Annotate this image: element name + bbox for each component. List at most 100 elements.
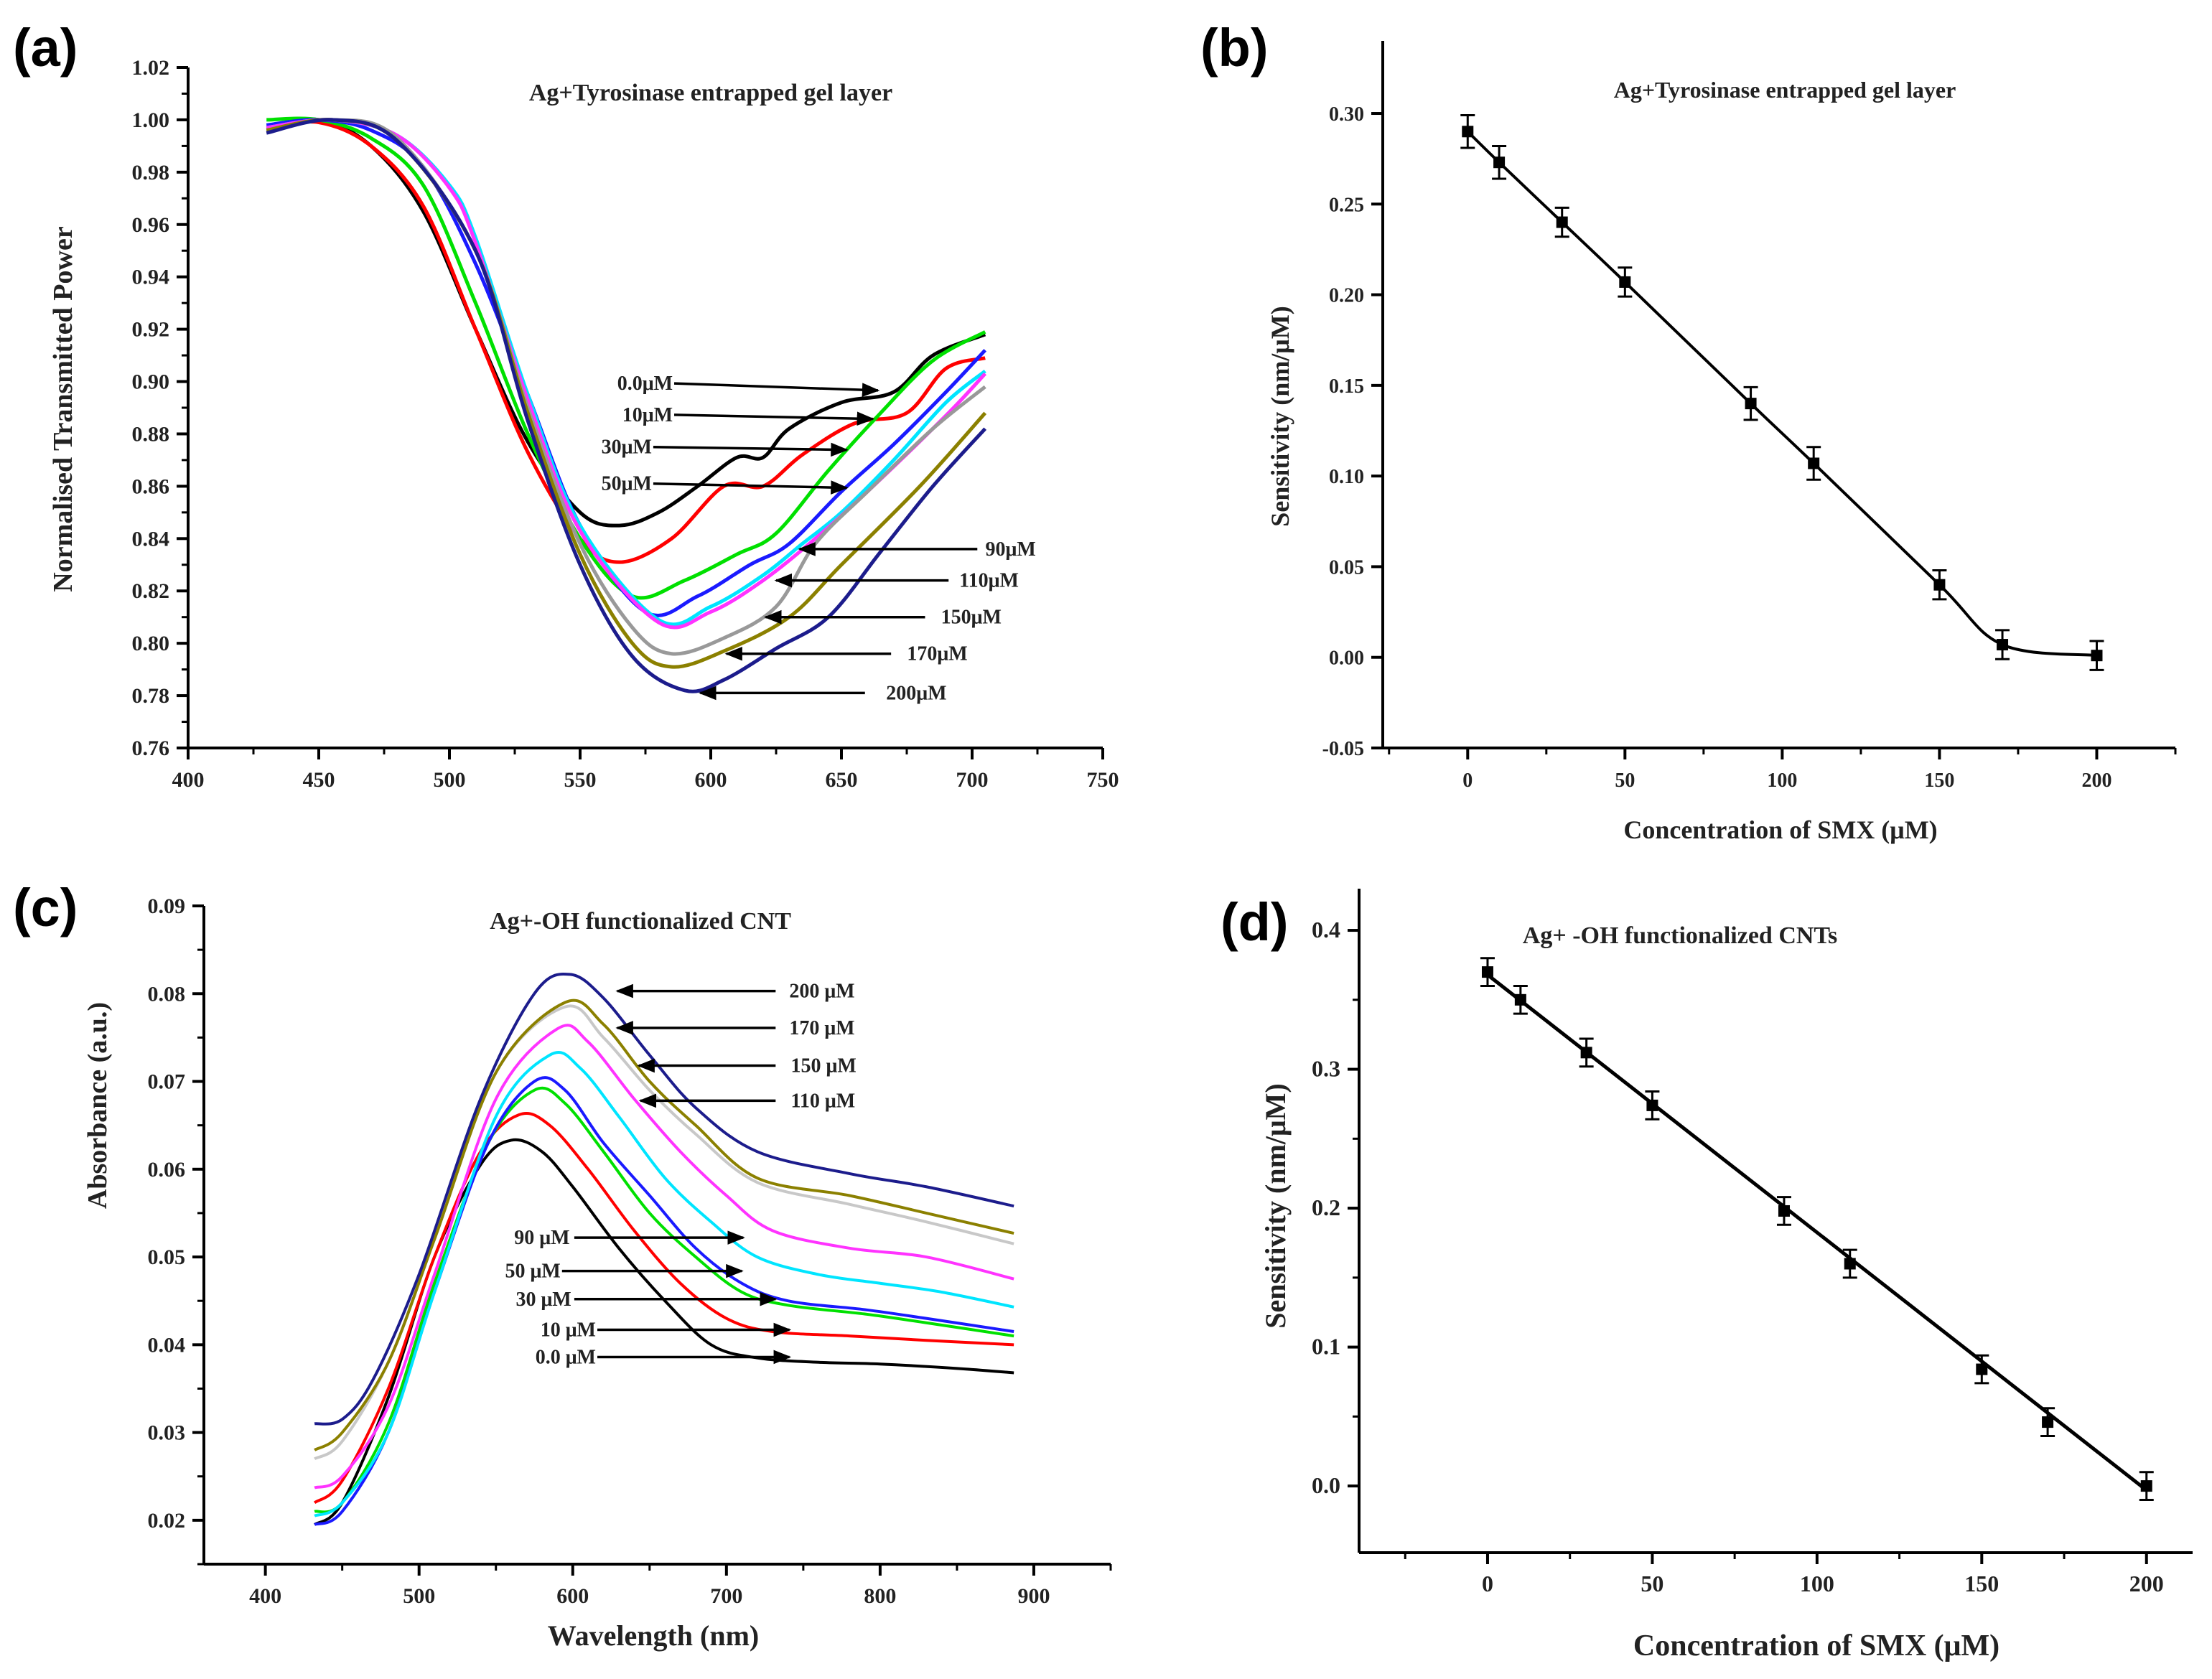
data-point — [1556, 216, 1568, 228]
y-tick-label: 0.80 — [132, 632, 170, 655]
x-tick-label: 100 — [1767, 770, 1797, 792]
x-tick-label: 50 — [1615, 770, 1635, 792]
x-axis-label: Concentration of SMX (μM) — [1623, 815, 1937, 844]
y-tick-label: 0.08 — [148, 982, 186, 1006]
data-point — [1808, 457, 1820, 469]
y-tick-label: 0.25 — [1329, 194, 1364, 216]
x-tick-label: 100 — [1800, 1571, 1834, 1596]
x-tick-label: 150 — [1924, 770, 1954, 792]
annotation-label: 90 μM — [514, 1227, 569, 1249]
annotation-label: 200μM — [886, 682, 946, 704]
chart-title: Ag+Tyrosinase entrapped gel layer — [529, 80, 892, 106]
annotation-label: 50 μM — [505, 1261, 560, 1283]
x-tick-label: 450 — [303, 768, 335, 792]
annotation-label: 0.0 μM — [536, 1346, 596, 1368]
y-tick-label: 0.04 — [148, 1333, 186, 1357]
y-tick-label: 0.09 — [148, 894, 186, 918]
y-tick-label: 0.90 — [132, 370, 170, 394]
x-tick-label: 800 — [864, 1584, 896, 1608]
annotation-label: 110 μM — [790, 1090, 855, 1112]
y-tick-label: 0.00 — [1329, 647, 1364, 670]
x-tick-label: 550 — [564, 768, 597, 792]
y-tick-label: 0.1 — [1312, 1334, 1340, 1360]
y-tick-label: 0.07 — [148, 1070, 186, 1094]
series-line-0.0μM — [313, 1138, 1014, 1526]
data-point — [1462, 126, 1474, 138]
y-tick-label: 0.2 — [1312, 1194, 1340, 1220]
annotation-label: 200 μM — [789, 981, 854, 1003]
data-point — [2140, 1480, 2152, 1492]
panel-label: (d) — [1221, 892, 1289, 952]
annotation-label: 30 μM — [515, 1289, 571, 1311]
y-axis-label: Normalised Transmitted Power — [48, 226, 78, 592]
series-line-30μM — [266, 116, 986, 600]
y-axis-label: Sensitivity (nm/μM) — [1266, 306, 1294, 526]
data-point — [2091, 650, 2103, 662]
y-tick-label: 0.15 — [1329, 375, 1364, 398]
x-tick-label: 200 — [2129, 1571, 2164, 1596]
chart-panel-1: 400 450 500 550 600 650 700 750 0.76 0.78 0.80 0.82… — [13, 18, 1119, 792]
y-tick-label: 0.05 — [148, 1245, 186, 1269]
y-tick-label: 0.96 — [132, 213, 170, 237]
y-tick-label: 0.84 — [132, 527, 170, 551]
annotation-label: 50μM — [602, 473, 652, 495]
panel-label: (a) — [13, 18, 78, 78]
y-tick-label: 0.92 — [132, 318, 170, 342]
y-tick-label: 0.4 — [1312, 917, 1340, 943]
y-tick-label: 1.02 — [132, 56, 170, 80]
data-point — [1481, 966, 1493, 978]
data-point — [1976, 1363, 1988, 1375]
series-line-10μM — [266, 120, 986, 564]
data-point — [1844, 1258, 1856, 1270]
x-tick-label: 750 — [1087, 768, 1119, 792]
y-tick-label: 0.06 — [148, 1158, 186, 1182]
data-point — [1619, 276, 1631, 288]
series-line-170μM — [314, 998, 1014, 1451]
annotation-arrow — [673, 382, 880, 397]
x-axis-label: Wavelength (nm) — [548, 1619, 759, 1652]
y-tick-label: 0.3 — [1312, 1056, 1340, 1082]
data-point — [1514, 993, 1526, 1006]
x-tick-label: 400 — [172, 768, 205, 792]
y-axis-label: Sensitivity (nm/μM) — [1259, 1083, 1292, 1329]
series-line-110μM — [314, 1024, 1014, 1489]
annotation-arrow — [653, 480, 849, 495]
annotation-label: 150 μM — [790, 1055, 856, 1077]
x-tick-label: 700 — [710, 1584, 742, 1608]
series-line-30μM — [314, 1086, 1014, 1514]
annotation-arrow — [674, 411, 875, 426]
annotation-label: 150μM — [941, 607, 1002, 629]
x-tick-label: 0 — [1462, 770, 1473, 792]
series-line-10μM — [313, 1111, 1014, 1505]
y-tick-label: 0.78 — [132, 684, 170, 708]
x-tick-label: 600 — [556, 1584, 589, 1608]
annotation-label: 90μM — [986, 538, 1036, 561]
x-tick-label: 600 — [695, 768, 727, 792]
y-tick-label: 1.00 — [132, 108, 170, 132]
x-tick-label: 200 — [2081, 770, 2111, 792]
y-tick-label: 0.03 — [148, 1421, 186, 1445]
y-tick-label: 0.30 — [1329, 103, 1364, 126]
chart-title: Ag+ -OH functionalized CNTs — [1523, 922, 1837, 949]
x-tick-label: 900 — [1017, 1584, 1050, 1608]
annotation-label: 110μM — [959, 570, 1019, 592]
annotation-arrow — [653, 442, 849, 457]
x-tick-label: 50 — [1641, 1571, 1663, 1596]
y-tick-label: 0.82 — [132, 579, 170, 603]
y-tick-label: 0.20 — [1329, 285, 1364, 307]
series-line-200μM — [314, 973, 1014, 1426]
data-point — [1745, 398, 1757, 410]
fit-line — [1486, 973, 2148, 1492]
annotation-label: 170 μM — [789, 1017, 854, 1039]
y-tick-label: 0.94 — [132, 266, 170, 289]
x-axis-label: Concentration of SMX (μM) — [1633, 1629, 1999, 1662]
data-point — [2042, 1416, 2054, 1428]
chart-title: Ag+Tyrosinase entrapped gel layer — [1614, 77, 1956, 103]
chart-panel-2: 0 50 100 150 200 -0.05 0.00 0.05 0.10 0.15 0.20 0.2… — [1200, 18, 2177, 844]
chart-panel-3: 400 500 600 700 800 900 0.02 0.03 0.04 0.05 0.06 0.… — [13, 878, 1112, 1652]
y-tick-label: 0.02 — [148, 1509, 186, 1533]
y-tick-label: 0.0 — [1312, 1472, 1340, 1498]
fit-curve — [1466, 130, 2097, 658]
data-point — [1646, 1099, 1658, 1111]
